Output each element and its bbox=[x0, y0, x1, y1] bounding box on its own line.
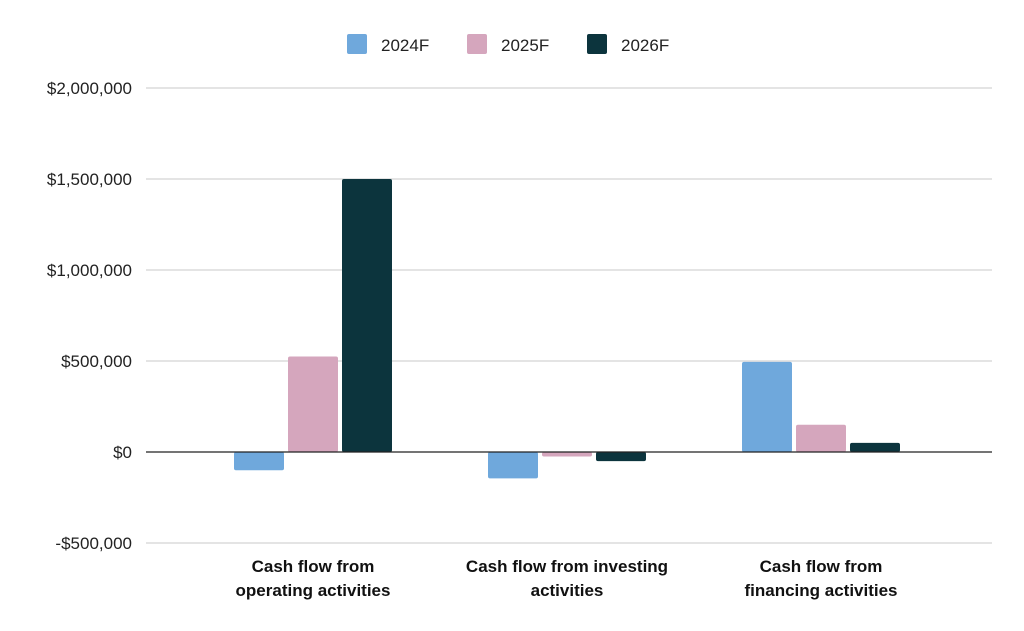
x-category-label: Cash flow from financing activities bbox=[744, 557, 897, 600]
bar-2025F-2 bbox=[796, 424, 846, 452]
bar-2025F-1 bbox=[542, 452, 592, 457]
legend-swatch-2024F bbox=[347, 34, 367, 54]
x-category-label-line: Cash flow from bbox=[760, 557, 883, 576]
legend-label: 2026F bbox=[621, 36, 669, 55]
y-tick-label: $0 bbox=[113, 443, 132, 462]
x-category-label-line: operating activities bbox=[236, 581, 391, 600]
legend-label: 2025F bbox=[501, 36, 549, 55]
y-tick-label: $1,000,000 bbox=[47, 261, 132, 280]
legend-swatch-2026F bbox=[587, 34, 607, 54]
x-category-label-line: Cash flow from bbox=[252, 557, 375, 576]
bars bbox=[234, 179, 900, 479]
x-category-label-line: Cash flow from investing bbox=[466, 557, 668, 576]
bar-2024F-2 bbox=[742, 361, 792, 452]
y-tick-label: -$500,000 bbox=[55, 534, 132, 553]
legend-label: 2024F bbox=[381, 36, 429, 55]
y-tick-label: $2,000,000 bbox=[47, 79, 132, 98]
bar-2026F-2 bbox=[850, 442, 900, 452]
x-category-label: Cash flow from investing activities bbox=[466, 557, 668, 600]
legend-swatch-2025F bbox=[467, 34, 487, 54]
y-tick-label: $500,000 bbox=[61, 352, 132, 371]
bar-2025F-0 bbox=[288, 356, 338, 452]
gridlines bbox=[146, 87, 992, 544]
bar-2024F-1 bbox=[488, 452, 538, 479]
bar-2024F-0 bbox=[234, 452, 284, 471]
y-axis-ticks: -$500,000 $0 $500,000 $1,000,000 $1,500,000 $… bbox=[47, 79, 132, 553]
y-tick-label: $1,500,000 bbox=[47, 170, 132, 189]
bar-2026F-0 bbox=[342, 179, 392, 452]
x-category-label-line: financing activities bbox=[744, 581, 897, 600]
x-category-label: Cash flow from operating activities bbox=[236, 557, 391, 600]
x-category-label-line: activities bbox=[531, 581, 604, 600]
legend: 2024F 2025F 2026F bbox=[347, 34, 669, 55]
bar-2026F-1 bbox=[596, 452, 646, 462]
